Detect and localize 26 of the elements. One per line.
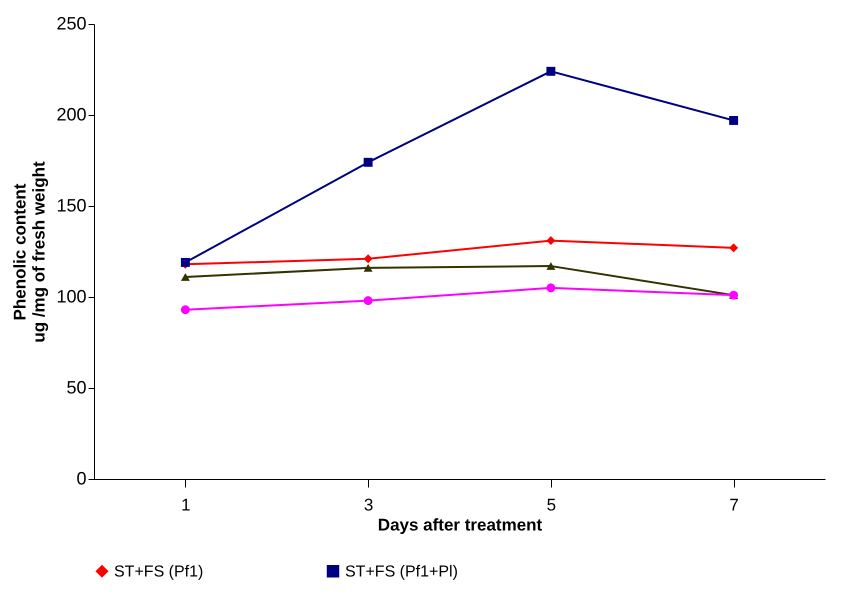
legend-label: ST+FS (Pf1+Pl) [345,563,458,580]
y-tick-label: 200 [56,104,86,124]
y-tick-label: 150 [56,196,86,216]
point [729,116,738,125]
x-tick-label: 3 [364,496,374,514]
point [364,254,373,264]
x-tick-label: 5 [546,496,556,514]
point [729,243,738,252]
point [364,158,373,167]
y-tick-label: 50 [66,378,86,398]
x-axis-title: Days after treatment [378,516,543,534]
point [546,236,556,246]
x-tick-label: 1 [181,496,191,514]
y-tick-label: 100 [56,286,86,306]
point [546,262,556,270]
point [364,264,373,272]
point [546,283,556,292]
point [180,273,190,281]
legend-label: ST+FS (Pf1) [114,563,204,580]
y-axis-title: Phenolic content ug /mg of fresh weight [10,161,48,343]
point [546,66,556,76]
point [180,305,190,314]
y-tick-label: 0 [76,468,86,488]
y-tick-label: 250 [56,14,86,34]
point [364,296,373,306]
x-tick-label: 7 [729,496,739,514]
